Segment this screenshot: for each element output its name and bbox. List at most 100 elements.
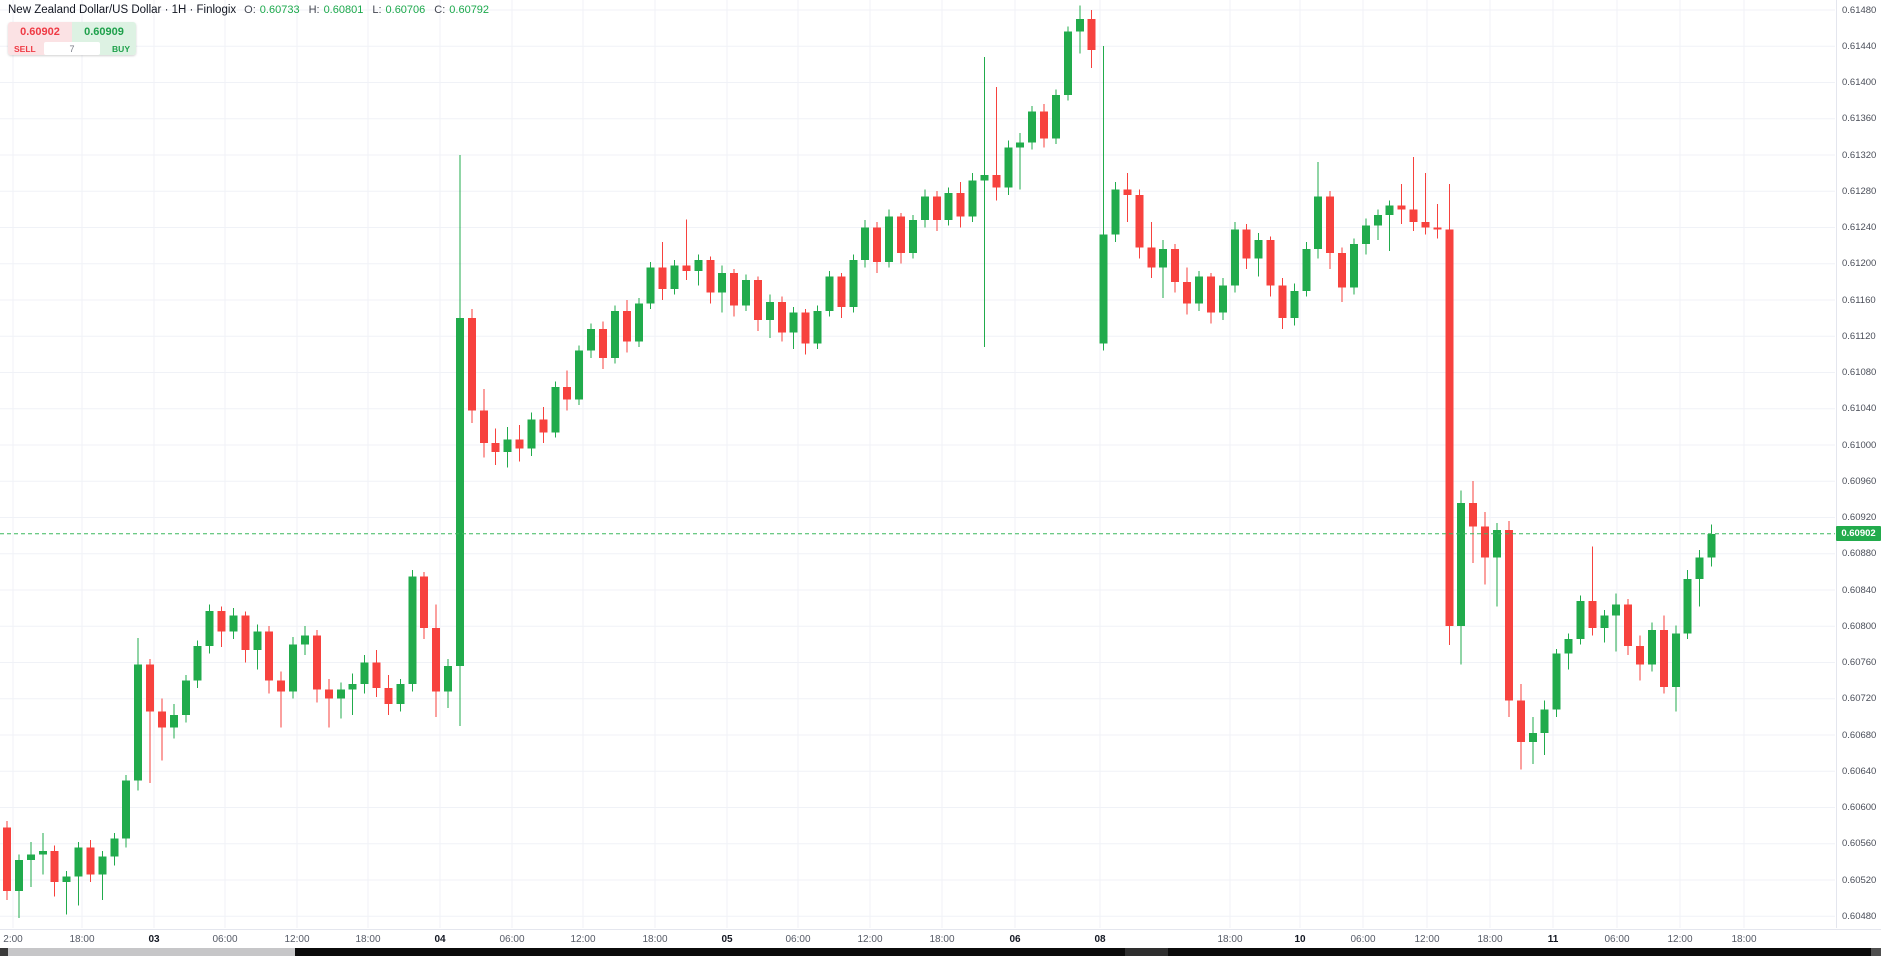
candle-body (1314, 196, 1323, 250)
high-label: H: (308, 4, 320, 16)
candle-body (1469, 503, 1478, 527)
candle-body (908, 220, 917, 253)
symbol-title[interactable]: New Zealand Dollar/US Dollar · 1H · Finl… (8, 4, 237, 16)
price-tick-label: 0.61120 (1842, 330, 1876, 342)
candle-body (1707, 533, 1716, 558)
candle-body (265, 631, 274, 681)
price-tick-label: 0.61400 (1842, 77, 1877, 88)
candle-body (897, 216, 905, 253)
candle-body (1254, 240, 1263, 259)
candle-body (1540, 709, 1549, 734)
close-value: 0.60792 (449, 4, 490, 16)
candle-body (1016, 142, 1025, 148)
candle-body (324, 689, 333, 699)
candle-body (682, 265, 691, 271)
candle-body (396, 684, 405, 705)
candle-body (849, 260, 858, 308)
candle-body (587, 329, 596, 351)
scrollbar-thumb[interactable] (8, 948, 295, 956)
candle-body (289, 644, 298, 692)
high-value: 0.60801 (323, 4, 364, 16)
price-axis[interactable]: 0.61480 0.61440 0.61400 0.61360 0.61320 0.612… (1836, 0, 1881, 928)
candle-body (1350, 243, 1358, 288)
candle-body (348, 684, 357, 690)
candle-body (1242, 229, 1251, 259)
time-tick-label-day: 03 (148, 934, 160, 945)
candle-body (1183, 281, 1192, 304)
ohlc-readout: O: 0.60733 H: 0.60801 L: 0.60706 C: 0.60… (244, 4, 494, 16)
spread-value: 7 (44, 42, 100, 55)
sell-button[interactable]: 0.60902 (8, 22, 72, 42)
candle-body (920, 196, 929, 221)
horizontal-scrollbar[interactable] (0, 948, 1881, 956)
price-tick-label: 0.60640 (1842, 765, 1877, 777)
time-tick-label: 06:00 (212, 934, 238, 945)
candle-body (754, 280, 762, 320)
grid (0, 0, 1835, 928)
candle-body (670, 265, 679, 290)
candle-body (1445, 229, 1454, 627)
candle-body (1171, 249, 1180, 282)
candle-body (825, 276, 834, 311)
candle-body (730, 272, 739, 306)
candle-body (62, 876, 71, 882)
candle-body (26, 854, 35, 860)
candle-body (527, 419, 536, 449)
chart-canvas[interactable] (0, 0, 1835, 928)
open-label: O: (244, 4, 256, 16)
price-tick-label: 0.61000 (1842, 439, 1877, 451)
open-value: 0.60733 (259, 4, 300, 16)
candle-body (1671, 633, 1680, 687)
candle-body (1695, 557, 1704, 580)
candle-body (1123, 189, 1132, 195)
price-tick-label: 0.61080 (1842, 367, 1877, 378)
candle-body (1636, 646, 1644, 665)
time-tick-label: 06:00 (499, 934, 525, 945)
candle-body (1135, 194, 1144, 248)
candle-body (1302, 249, 1311, 291)
candle-body (420, 576, 429, 628)
candle-body (968, 180, 977, 217)
candle-body (1111, 189, 1120, 235)
candle-body (777, 301, 786, 333)
candle-body (813, 310, 822, 344)
candle-body (956, 193, 965, 217)
candle-body (1552, 653, 1561, 710)
candle-body (122, 780, 131, 839)
time-tick-label: 12:00 (1667, 934, 1693, 945)
price-tick-label: 0.61160 (1842, 294, 1876, 306)
candle-body (253, 631, 262, 650)
candle-body (86, 847, 95, 875)
time-tick-label: 2:00 (3, 934, 23, 945)
time-tick-label: 18:00 (929, 934, 955, 945)
candle-body (1028, 111, 1037, 143)
candle-body (301, 635, 309, 645)
time-axis[interactable]: 2:00 18:00 03 06:00 12:00 18:00 04 06:00 12:00 18… (0, 929, 1881, 949)
candle-body (372, 662, 381, 688)
scrollbar-left-cap (0, 948, 8, 956)
time-tick-label: 12:00 (570, 934, 596, 945)
price-tick-label: 0.61040 (1842, 403, 1877, 415)
last-price-tag: 0.60902 (1836, 526, 1881, 542)
candle-body (718, 272, 727, 293)
price-tick-label: 0.60760 (1842, 657, 1877, 668)
scrollbar-patch (1125, 948, 1168, 956)
time-tick-label: 18:00 (1477, 934, 1503, 945)
candle-body (706, 260, 715, 293)
candle-body (1218, 285, 1227, 313)
chart-legend: New Zealand Dollar/US Dollar · 1H · Finl… (8, 4, 494, 16)
candle-body (563, 387, 572, 400)
candle-body (646, 267, 655, 304)
price-tick-label: 0.61480 (1842, 4, 1877, 16)
candle-body (885, 216, 894, 262)
candle-body (789, 312, 798, 333)
price-tick-label: 0.60520 (1842, 874, 1877, 886)
candle-body (1075, 19, 1084, 32)
candle-body (503, 439, 512, 453)
price-tick-label: 0.61280 (1842, 185, 1877, 197)
buy-button[interactable]: 0.60909 (72, 22, 136, 42)
candles (3, 5, 1716, 918)
candle-body (479, 410, 488, 444)
candle-body (1004, 147, 1013, 188)
